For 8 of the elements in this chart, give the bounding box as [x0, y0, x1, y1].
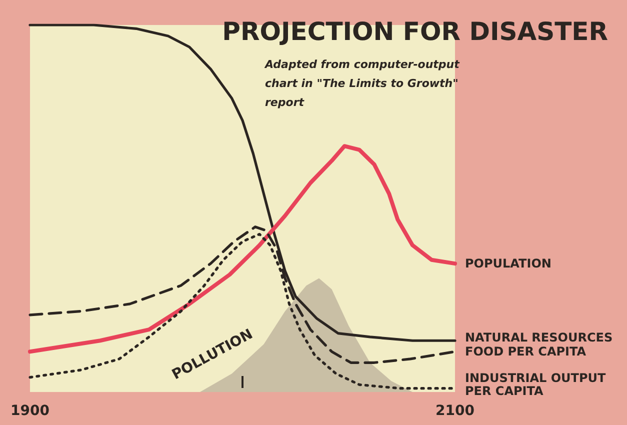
series-label: POPULATION — [465, 256, 552, 271]
series-label: FOOD PER CAPITA — [465, 344, 587, 359]
chart-title: PROJECTION FOR DISASTER — [222, 17, 608, 46]
series-label: NATURAL RESOURCES — [465, 330, 613, 345]
x-tick-label: 1900 — [10, 403, 50, 419]
series-label: INDUSTRIAL OUTPUT PER CAPITA — [465, 370, 607, 398]
x-tick-label: 2100 — [436, 403, 475, 419]
text: Adapted from computer-output chart in "The Limits to Growth" report — [264, 58, 464, 109]
